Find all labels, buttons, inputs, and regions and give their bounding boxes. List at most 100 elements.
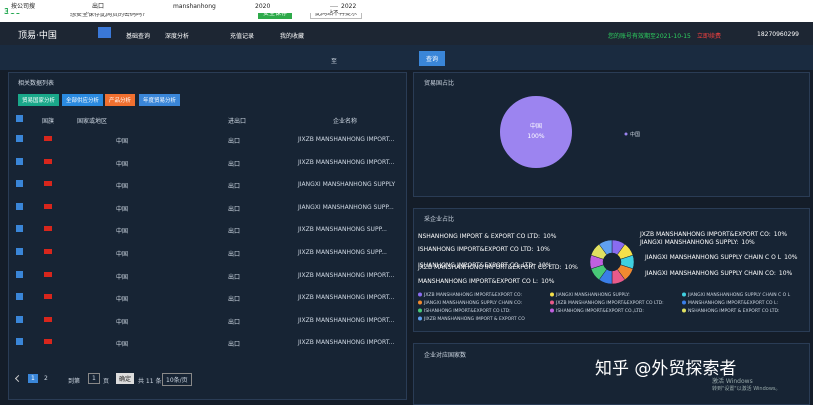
company: JIXZB MANSHANHONG IMPORT... [298,136,395,143]
flag [44,249,52,254]
legend-label: JIANGXI MANSHANHONG SUPPLY CHAIN C O L [687,292,791,298]
flag [44,158,52,164]
analysis-button[interactable]: 年度贸易分析 [139,94,181,106]
company: JIANGXI MANSHANHONG SUPPLY [298,181,396,189]
checkbox[interactable] [16,202,23,210]
legend-label: JIXZB MANSHANHONG IMPORT & EXPORT CO [423,316,525,322]
user[interactable]: 18270960299 [757,31,799,38]
legend-dot [682,300,686,305]
activate-hint: 转到"设置"以激活 Windows。 [712,386,781,392]
nav-item[interactable]: 充值记录 [230,33,255,40]
nav-item[interactable]: 深度分析 [165,33,190,40]
country: 中国 [116,251,129,258]
legend-dot [550,300,554,305]
checkbox[interactable] [16,180,23,188]
search-bar [0,45,813,70]
legend-dot [550,292,554,297]
slice-label: ISHANHONG IMPORT&EXPORT CO LTD: 10% [418,246,550,253]
pie-slice [598,239,613,256]
flag [44,136,52,141]
checkbox[interactable] [16,248,23,255]
page-number[interactable]: 2 [44,375,48,382]
app-header [0,22,813,45]
renew[interactable]: 立即续费 [697,33,722,40]
analysis-button[interactable]: 产品分析 [105,94,136,106]
search-button[interactable]: 查询 [419,51,446,66]
direction: 出口 [228,138,241,145]
country: 中国 [116,228,129,236]
total: 共 11 条 [138,378,162,385]
activate: 激活 Windows [712,378,753,385]
checkbox[interactable] [16,270,23,278]
search-field[interactable]: 2020 [252,0,330,13]
analysis-button[interactable]: 全部供应分析 [62,94,104,106]
checkbox[interactable] [16,135,23,142]
direction: 出口 [228,183,241,191]
legend-dot [624,132,628,136]
legend-dot [418,300,422,305]
search-field[interactable]: 2022 [338,0,416,13]
expiry: 您的账号有效期至2021-10-15 [608,33,691,40]
direction: 出口 [228,318,241,326]
goto-label: 到第 [68,378,81,385]
direction: 出口 [228,273,241,281]
checkbox[interactable] [16,338,23,346]
page-unit: 页 [103,378,110,385]
column-header: 国旗 [42,118,55,125]
country: 中国 [116,273,129,281]
slice-label: JXZB MANSHANHONG IMPORT&EXPORT CO LTD: 10… [417,264,578,271]
search-field[interactable]: 按公司搜 [8,0,86,13]
country: 中国 [116,205,129,213]
country: 中国 [116,183,129,191]
slice-label: JIANGXI MANSHANHONG SUPPLY CHAIN CO: 10% [644,270,793,277]
checkbox[interactable] [16,293,23,301]
save-prompt: 想安全保存此网页的密码吗? [70,11,146,18]
panel-title: 采企业占比 [424,216,455,223]
watermark: 知乎 @外贸探索者 [595,359,737,379]
checkbox[interactable] [16,225,23,233]
company: JIXZB MANSHANHONG SUPP... [298,249,387,256]
confirm[interactable]: 确定 [116,373,135,384]
flag [44,226,52,232]
legend-label: JXZB MANSHANHONG IMPORT&EXPORT CO LTD: [555,300,664,306]
slice-name: 中国 [530,122,542,130]
company: JIXZB MANSHANHONG IMPORT... [298,294,395,302]
direction: 出口 [228,205,241,213]
legend-dot [550,308,554,313]
panel-title: 贸易国占比 [424,80,455,87]
search-field[interactable]: 出口 [89,0,167,13]
to-label: 至 [331,58,338,65]
legend-label: JIANGXI MANSHANHONG SUPPLY: [555,292,630,298]
analysis-button[interactable]: 贸易国家分析 [18,94,60,106]
nav-item[interactable]: 我的收藏 [280,33,305,40]
page-number[interactable]: 1 [28,374,38,383]
company: JIXZB MANSHANHONG SUPP... [298,226,387,234]
flag [44,316,52,322]
direction: 出口 [228,228,241,236]
menu-icon[interactable] [98,27,111,38]
checkbox[interactable] [16,157,23,165]
search-field[interactable]: manshanhong [170,0,253,13]
legend-label: 中国 [630,131,640,138]
country: 中国 [116,341,129,349]
legend-dot [682,308,686,313]
page-size[interactable]: 10条/页 [162,373,192,386]
page-input[interactable]: 1 [88,373,100,384]
nav-item[interactable]: 基础查询 [126,33,151,40]
flag [44,181,52,187]
country: 中国 [116,318,129,326]
country-panel [413,72,810,197]
slice-label: JIANGXI MANSHANHONG SUPPLY CHAIN C O L 10… [644,254,798,261]
legend-label: JXZB MANSHANHONG IMPORT&EXPORT CO: [423,292,522,298]
slice-label: ISHANHONG IMPORT&EXPORT CO.,LTD: 10% [418,262,552,269]
flag [44,271,52,277]
slice-label: JIANGXI MANSHANHONG SUPPLY: 10% [639,239,755,246]
country: 中国 [116,160,129,168]
checkbox[interactable] [16,315,23,323]
list-panel [8,72,407,400]
direction: 出口 [228,341,241,349]
country: 中国 [116,138,129,145]
column-header: 进出口 [228,118,247,125]
legend-label: ISHANHONG IMPORT&EXPORT CO.,LTD: [556,308,644,314]
